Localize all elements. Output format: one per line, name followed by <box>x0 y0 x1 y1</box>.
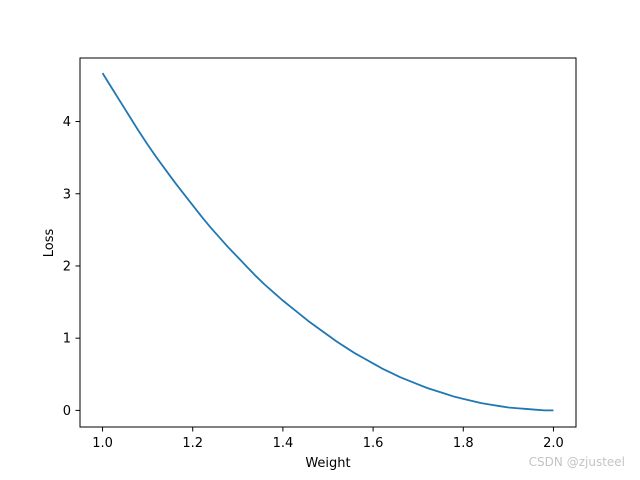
plot-frame <box>79 57 577 428</box>
x-axis-ticks: 1.0 1.2 1.4 1.6 1.8 2.0 <box>92 427 564 451</box>
y-tick-label: 0 <box>63 404 71 419</box>
x-tick-label: 1.6 <box>363 436 384 451</box>
y-tick-label: 4 <box>63 115 71 130</box>
series-line-0 <box>101 72 554 412</box>
y-axis-label: Loss <box>42 229 57 258</box>
y-tick-label: 3 <box>63 187 71 202</box>
x-tick-label: 1.8 <box>453 436 474 451</box>
x-tick-label: 1.4 <box>273 436 294 451</box>
x-tick-label: 1.0 <box>92 436 113 451</box>
watermark: CSDN @zjusteel <box>528 455 625 469</box>
y-axis-ticks: 0 1 2 3 4 <box>63 115 80 419</box>
plot-layer <box>101 72 554 412</box>
x-tick-label: 2.0 <box>543 436 564 451</box>
x-axis-label: Weight <box>305 456 350 471</box>
y-tick-label: 1 <box>63 332 71 347</box>
y-tick-label: 2 <box>63 259 71 274</box>
x-tick-label: 1.2 <box>182 436 203 451</box>
